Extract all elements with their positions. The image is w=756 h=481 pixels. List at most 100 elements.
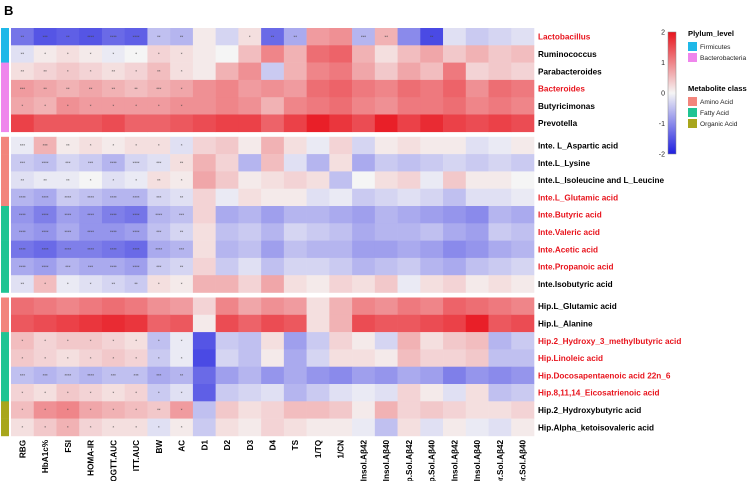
heatmap-cell (33, 257, 57, 276)
significance-mark: ** (66, 144, 70, 148)
heatmap-cell (56, 171, 80, 189)
heatmap-cell (238, 97, 262, 115)
significance-mark: * (90, 104, 92, 108)
heatmap-cell (238, 171, 262, 189)
heatmap-cell (420, 79, 444, 98)
heatmap-cell (352, 188, 376, 207)
heatmap-cell (238, 240, 262, 259)
heatmap-cell (79, 297, 103, 316)
heatmap-cell (11, 257, 35, 276)
colorbar-tick: -1 (659, 121, 665, 128)
heatmap-cell (306, 171, 330, 189)
heatmap-cell (465, 384, 489, 402)
heatmap-cell (261, 206, 285, 224)
heatmap-cell (465, 366, 489, 385)
heatmap-cell (329, 257, 353, 276)
heatmap-cell (79, 97, 103, 115)
heatmap-cell (79, 366, 103, 385)
heatmap-cell (261, 114, 285, 133)
significance-mark: * (44, 391, 46, 395)
heatmap-cell (79, 349, 103, 367)
significance-mark: ** (66, 35, 70, 39)
significance-mark: * (112, 339, 114, 343)
heatmap-cell (56, 240, 80, 259)
heatmap-cell (101, 314, 125, 333)
heatmap-cell (397, 62, 421, 81)
legend-swatch (688, 53, 697, 62)
significance-marks: ** *** ** **** **** **** ** ** * ** ** *** ** **** * * *… (19, 35, 434, 430)
heatmap-cell (306, 114, 330, 133)
heatmap-cell (352, 114, 376, 133)
heatmap-cell (261, 45, 285, 63)
heatmap-cell (443, 206, 467, 224)
heatmap-cell (261, 418, 285, 437)
legend-title-phylum: Plylum_level (688, 29, 734, 38)
significance-mark: ** (66, 178, 70, 182)
heatmap-cell (352, 332, 376, 350)
heatmap-cell (192, 79, 216, 98)
heatmap-cell (443, 28, 467, 46)
heatmap-cell (56, 154, 80, 172)
significance-mark: * (90, 144, 92, 148)
heatmap-cell (511, 188, 535, 207)
heatmap-cell (397, 332, 421, 350)
heatmap-cell (283, 257, 307, 276)
heatmap-cell (170, 171, 194, 189)
heatmap-cell (11, 62, 35, 81)
significance-mark: ** (180, 35, 184, 39)
heatmap-cell (11, 275, 35, 293)
heatmap-cell (56, 97, 80, 115)
heatmap-cell (79, 314, 103, 333)
significance-mark: *** (156, 265, 161, 269)
heatmap-cell (352, 136, 376, 155)
heatmap-cell (352, 79, 376, 98)
heatmap-cell (352, 257, 376, 276)
significance-mark: ** (112, 69, 116, 73)
heatmap-cell (465, 223, 489, 241)
heatmap-cell (215, 97, 239, 115)
heatmap-cell (420, 418, 444, 437)
heatmap-cell (420, 45, 444, 63)
heatmap-cell (192, 45, 216, 63)
heatmap-cell (352, 28, 376, 46)
heatmap-cell (192, 28, 216, 46)
legend-swatch (688, 97, 697, 106)
heatmap-cell (261, 136, 285, 155)
heatmap-cell (192, 332, 216, 350)
heatmap-cell (374, 384, 398, 402)
annotation-bar-7 (1, 154, 9, 172)
heatmap-cell (511, 349, 535, 367)
heatmap-cell (511, 114, 535, 133)
heatmap-cell (443, 114, 467, 133)
significance-mark: * (135, 52, 137, 56)
heatmap-cell (374, 45, 398, 63)
heatmap-cell (329, 62, 353, 81)
legend-swatch (688, 108, 697, 117)
heatmap-cell (443, 366, 467, 385)
significance-mark: ** (112, 87, 116, 91)
heatmap-cell (192, 418, 216, 437)
significance-mark: * (44, 408, 46, 412)
significance-mark: ** (180, 161, 184, 165)
heatmap-cell (283, 314, 307, 333)
heatmap-cell (11, 418, 35, 437)
colorbar-tick: 2 (661, 30, 665, 37)
heatmap-cell (56, 366, 80, 385)
heatmap-cell (56, 206, 80, 224)
heatmap-cell (261, 384, 285, 402)
heatmap-cell (170, 418, 194, 437)
heatmap-cell (11, 154, 35, 172)
heatmap-cell (306, 188, 330, 207)
significance-mark: ** (21, 52, 25, 56)
heatmap-cell (306, 206, 330, 224)
heatmap-cell (170, 79, 194, 98)
significance-mark: **** (19, 230, 26, 234)
heatmap-cell (329, 366, 353, 385)
significance-mark: * (90, 339, 92, 343)
legend-label: Amino Acid (700, 99, 733, 106)
significance-mark: ** (294, 35, 298, 39)
significance-mark: *** (43, 374, 48, 378)
heatmap-cell (215, 366, 239, 385)
heatmap-cell (147, 366, 171, 385)
heatmap-cell (147, 314, 171, 333)
